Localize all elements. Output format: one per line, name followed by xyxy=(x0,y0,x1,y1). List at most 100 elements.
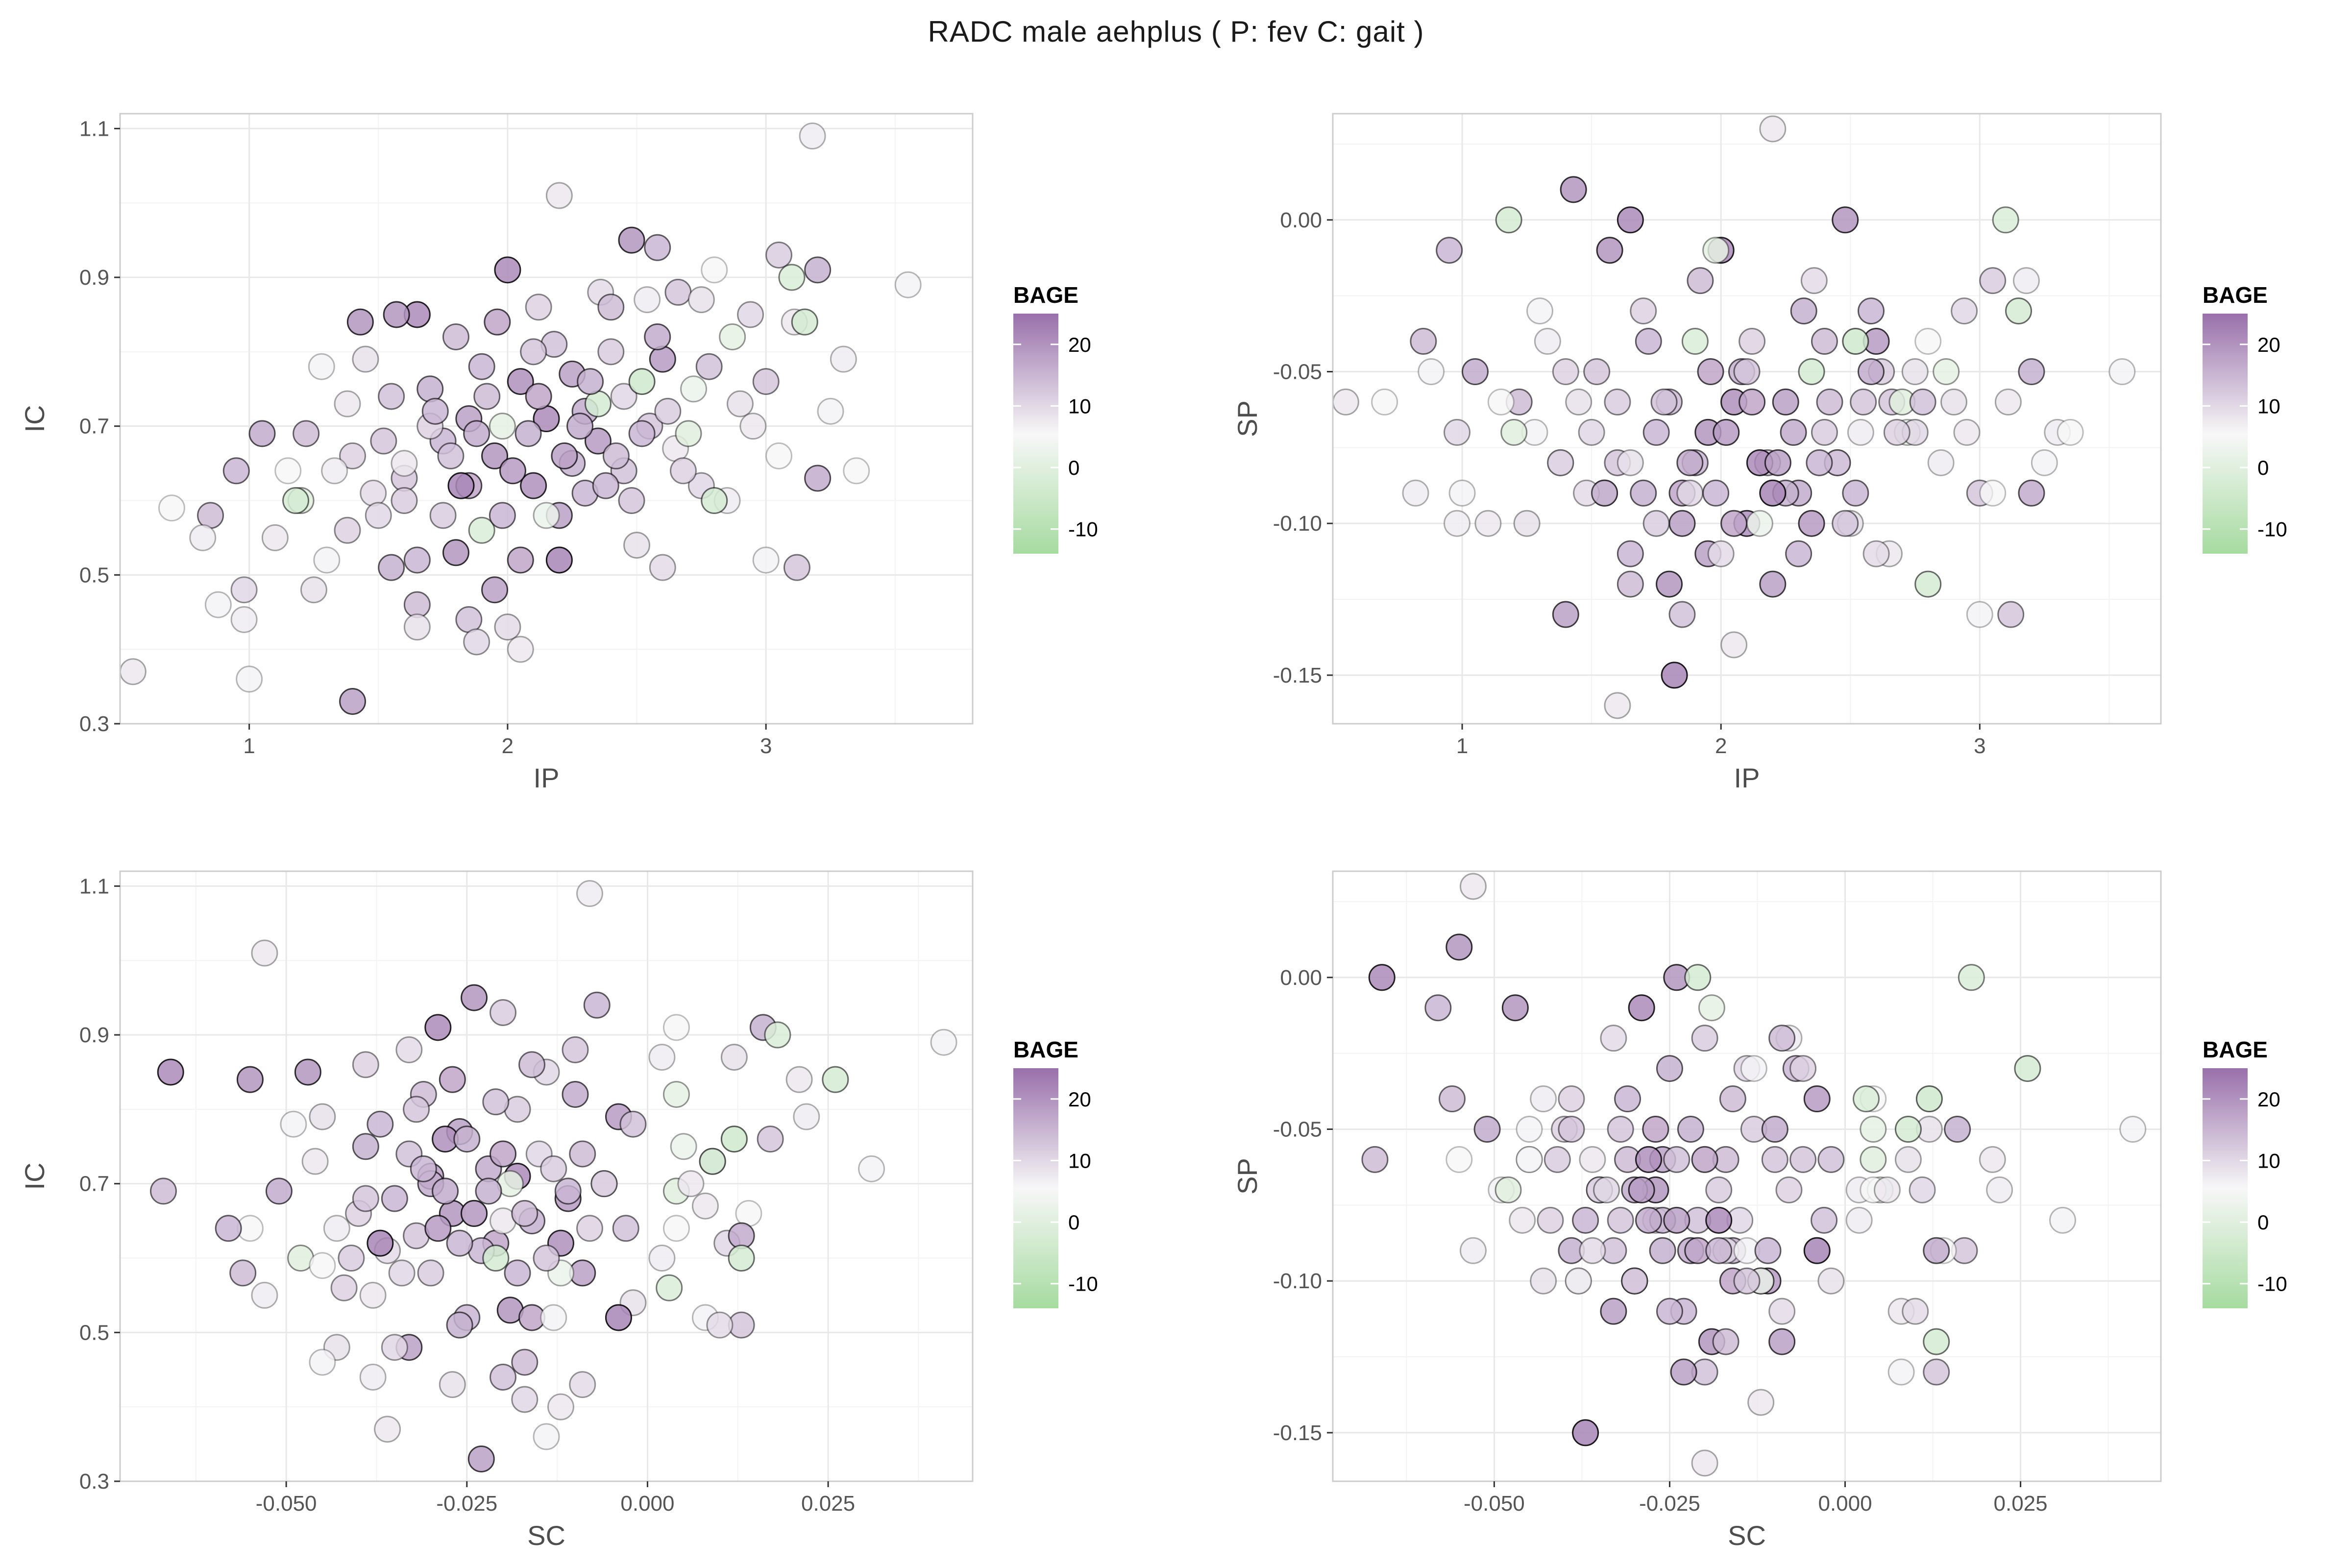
data-point xyxy=(1656,1298,1683,1325)
data-point xyxy=(804,465,832,492)
y-tick-label: -0.05 xyxy=(1273,360,1322,384)
x-tick-label: 0.025 xyxy=(1994,1492,2048,1516)
data-point xyxy=(654,397,682,425)
y-tick-label: -0.15 xyxy=(1273,1421,1322,1445)
data-point xyxy=(416,375,444,403)
data-point xyxy=(378,383,405,410)
x-tick-label: -0.050 xyxy=(256,1492,317,1516)
legend-tick-label: 20 xyxy=(2257,1088,2280,1111)
data-point xyxy=(367,1110,394,1138)
data-point xyxy=(463,628,490,656)
data-point xyxy=(367,1229,394,1257)
panel-ip-sp: 1 2 3 -0.15 -0.10 -0.05 0.00 IP SP xyxy=(1232,113,2162,793)
data-point xyxy=(1785,540,1813,567)
panel-border xyxy=(1332,870,2162,1482)
data-point xyxy=(352,1051,379,1078)
data-point xyxy=(680,375,708,403)
data-point xyxy=(785,1066,813,1093)
data-point xyxy=(1448,479,1476,507)
data-point xyxy=(1572,1419,1599,1446)
data-point xyxy=(1604,692,1631,719)
data-point xyxy=(576,1215,603,1242)
panel-border xyxy=(1332,113,2162,725)
data-point xyxy=(566,413,594,440)
data-point xyxy=(1642,1115,1669,1143)
data-point xyxy=(1811,1206,1838,1234)
data-point xyxy=(1628,1176,1655,1203)
data-point xyxy=(1858,358,1885,385)
data-point xyxy=(1817,1267,1845,1295)
data-point xyxy=(525,383,552,410)
y-tick-label: 0.5 xyxy=(79,1321,109,1345)
data-point xyxy=(461,1200,488,1227)
data-point xyxy=(204,591,232,618)
data-point xyxy=(1761,1115,1788,1143)
data-point xyxy=(1847,418,1874,446)
legend-sc-sp: BAGE 20 10 0 -10 xyxy=(2203,1037,2287,1308)
data-point xyxy=(1697,358,1724,385)
data-point xyxy=(432,1177,459,1205)
data-point xyxy=(481,576,509,604)
x-tick-label: 1 xyxy=(243,734,255,758)
data-point xyxy=(222,457,250,485)
data-point xyxy=(1764,449,1791,476)
data-point xyxy=(120,658,147,686)
data-point xyxy=(149,1177,177,1205)
data-point xyxy=(764,1021,791,1049)
data-point xyxy=(1473,1115,1501,1143)
data-point xyxy=(584,427,612,455)
data-point xyxy=(562,1080,589,1108)
x-axis-title: SC xyxy=(527,1520,565,1551)
data-point xyxy=(1733,358,1761,385)
legend-tick-label: 10 xyxy=(2257,1149,2280,1172)
data-point xyxy=(484,308,511,336)
data-point xyxy=(1707,540,1735,567)
data-point xyxy=(370,427,397,455)
data-point xyxy=(628,420,656,447)
data-point xyxy=(1698,994,1725,1022)
data-point xyxy=(1902,1298,1929,1325)
data-point xyxy=(1909,1176,1936,1203)
data-point xyxy=(490,999,517,1026)
data-point xyxy=(321,457,348,485)
data-point xyxy=(1979,1146,2006,1173)
data-point xyxy=(1883,418,1911,446)
data-point xyxy=(248,420,276,447)
x-tick-label: 3 xyxy=(760,734,772,758)
data-point xyxy=(1591,479,1618,507)
data-point xyxy=(1842,328,1869,355)
legend-colorbar xyxy=(2203,314,2248,554)
data-point xyxy=(706,1311,734,1339)
data-point xyxy=(339,442,367,469)
x-tick-label: 0.000 xyxy=(620,1492,674,1516)
data-point xyxy=(1789,1146,1817,1173)
data-point xyxy=(403,1096,430,1123)
data-point xyxy=(511,1386,539,1413)
legend-colorbar xyxy=(1013,314,1058,554)
data-point xyxy=(520,338,547,366)
x-axis-title: IP xyxy=(1734,762,1760,793)
data-point xyxy=(577,368,604,395)
data-point xyxy=(1914,570,1942,598)
data-point xyxy=(490,1140,517,1168)
data-point xyxy=(525,294,552,321)
data-point xyxy=(1526,297,1553,325)
data-point xyxy=(817,397,844,425)
data-point xyxy=(592,472,619,499)
data-point xyxy=(1894,1115,1922,1143)
data-point xyxy=(352,1133,379,1160)
data-point xyxy=(1565,388,1592,416)
data-point xyxy=(1578,418,1605,446)
data-point xyxy=(359,1281,387,1309)
data-point xyxy=(737,301,764,328)
legend-title: BAGE xyxy=(2203,1037,2268,1062)
plot-area xyxy=(1333,114,2161,724)
data-point xyxy=(648,1044,676,1071)
data-point xyxy=(511,1200,539,1227)
data-point xyxy=(1446,933,1473,961)
data-point xyxy=(1656,1055,1683,1082)
legend-tick-label: -10 xyxy=(2257,1273,2287,1296)
data-point xyxy=(1565,1267,1592,1295)
data-point xyxy=(473,383,501,410)
data-point xyxy=(858,1155,885,1182)
